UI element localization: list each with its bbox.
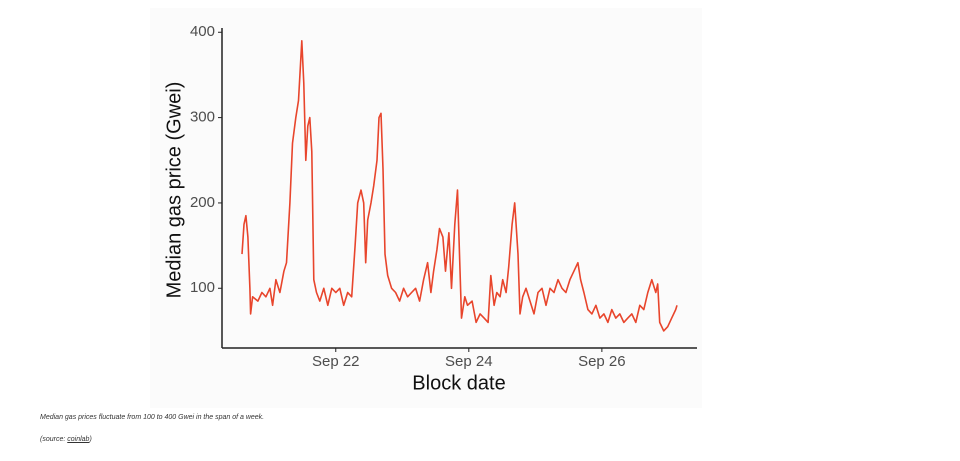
source-prefix: (source: (40, 436, 66, 443)
source-suffix: ) (89, 436, 92, 443)
y-tick-label: 100 (190, 279, 215, 296)
chart-background (150, 8, 702, 408)
y-tick-label: 400 (190, 23, 215, 40)
x-axis-label: Block date (412, 372, 505, 394)
caption: Median gas prices fluctuate from 100 to … (40, 414, 265, 421)
x-tick-label: Sep 26 (578, 353, 626, 370)
y-tick-label: 300 (190, 109, 215, 126)
x-tick-label: Sep 24 (445, 353, 493, 370)
price-line (241, 40, 678, 332)
y-tick-label: 200 (190, 194, 215, 211)
x-tick-label: Sep 22 (312, 353, 360, 370)
source: (source: coinlab) (40, 436, 92, 443)
y-axis-label: Median gas price (Gwei) (163, 82, 185, 299)
source-link[interactable]: coinlab (67, 436, 90, 443)
chart: Block date Median gas price (Gwei) 100 20… (150, 8, 702, 408)
